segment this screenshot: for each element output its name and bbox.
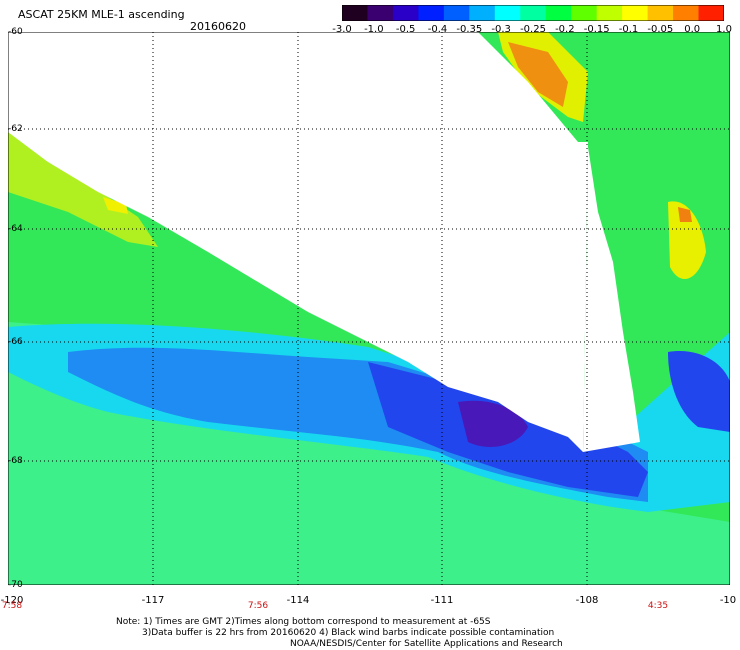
- colorbar-swatch: [418, 5, 445, 21]
- colorbar-tick-label: -0.05: [647, 24, 674, 35]
- colorbar-tick-label: -0.2: [555, 24, 575, 35]
- colorbar-tick-label: -3.0: [332, 24, 352, 35]
- colorbar-swatch: [342, 5, 368, 21]
- colorbar-swatch: [367, 5, 394, 21]
- colorbar-tick-label: 1.0: [716, 24, 732, 35]
- colorbar-tick-label: -0.5: [395, 24, 416, 35]
- lat-label-68: -68: [8, 456, 23, 466]
- lat-label-62: -62: [8, 124, 23, 134]
- colorbar-swatch: [520, 5, 547, 21]
- colorbar-tick-label: -0.35: [456, 24, 483, 35]
- wind-field-map: [8, 32, 730, 585]
- lon-label-117: -117: [141, 595, 165, 606]
- lat-label-60: -60: [8, 27, 23, 37]
- product-title: ASCAT 25KM MLE-1 ascending: [18, 8, 185, 21]
- colorbar-tick-label: -0.1: [618, 24, 639, 35]
- colorbar-swatch: [622, 5, 649, 21]
- colorbar-swatch: [545, 5, 572, 21]
- colorbar-swatch: [596, 5, 623, 21]
- colorbar-tick-label: -0.25: [520, 24, 546, 35]
- colorbar-tick-label: -0.15: [583, 24, 610, 35]
- colorbar: [342, 5, 724, 21]
- time-label-right: 4:35: [647, 601, 669, 611]
- product-date: 20160620: [190, 20, 246, 33]
- lon-label-120: -120: [0, 595, 24, 606]
- colorbar-tick-label: -0.4: [427, 24, 448, 35]
- note-line-1: Note: 1) Times are GMT 2)Times along bot…: [116, 617, 491, 627]
- time-label-mid: 7:56: [247, 601, 269, 611]
- colorbar-tick-label: -1.0: [364, 24, 384, 35]
- lon-label-108: -108: [575, 595, 599, 606]
- note-line-3: NOAA/NESDIS/Center for Satellite Applica…: [290, 639, 563, 649]
- time-label-left: 7:58: [1, 601, 23, 611]
- lat-label-66: -66: [8, 337, 23, 347]
- colorbar-swatch: [494, 5, 521, 21]
- colorbar-tick-label: 0.0: [684, 24, 701, 35]
- lat-label-64: -64: [8, 224, 23, 234]
- colorbar-swatch: [571, 5, 598, 21]
- colorbar-swatch: [469, 5, 496, 21]
- colorbar-tick-label: -0.3: [491, 24, 511, 35]
- lon-label-105: -10: [719, 595, 737, 606]
- lon-label-114: -114: [286, 595, 310, 606]
- lat-label-70: -70: [8, 580, 23, 590]
- lon-label-111: -111: [430, 595, 454, 606]
- colorbar-swatch: [698, 5, 724, 21]
- colorbar-swatch: [673, 5, 700, 21]
- colorbar-swatch: [443, 5, 470, 21]
- note-line-2: 3)Data buffer is 22 hrs from 20160620 4)…: [142, 628, 555, 638]
- colorbar-swatch: [647, 5, 674, 21]
- colorbar-swatch: [392, 5, 419, 21]
